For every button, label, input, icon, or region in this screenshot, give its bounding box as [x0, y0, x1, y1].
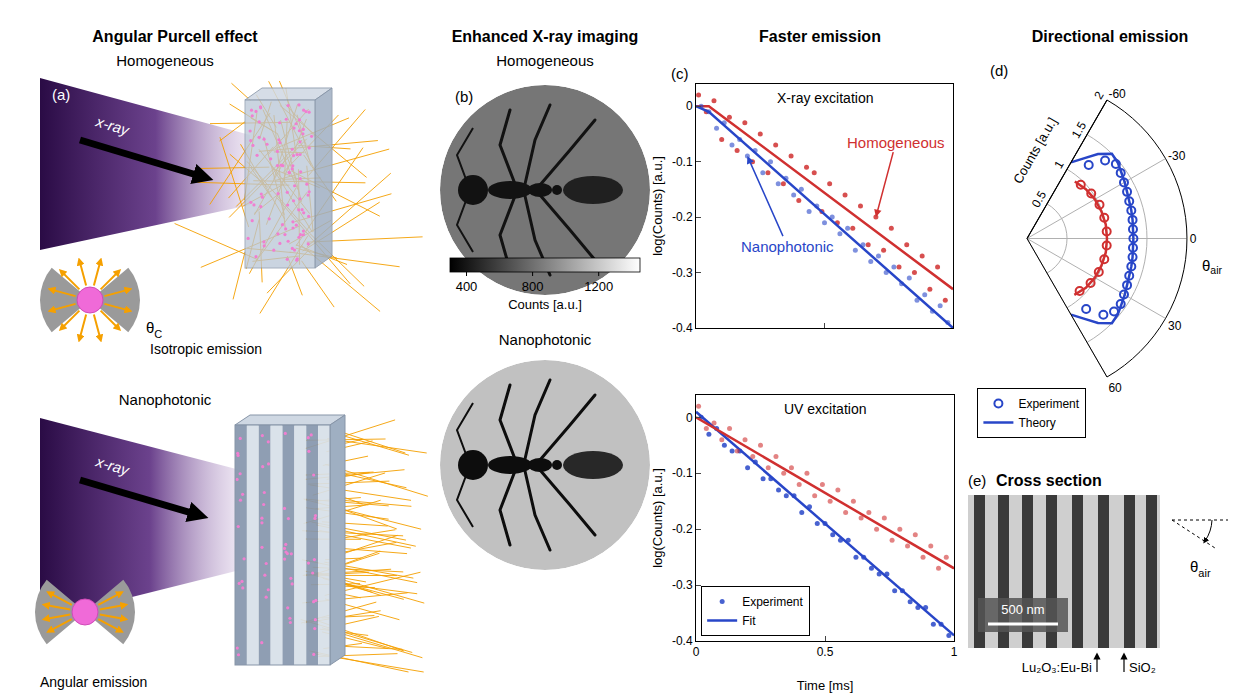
svg-text:-0.2: -0.2 — [672, 210, 693, 224]
svg-text:UV excitation: UV excitation — [784, 401, 866, 417]
svg-text:Homogeneous: Homogeneous — [496, 52, 594, 69]
svg-text:Homogeneous: Homogeneous — [116, 52, 214, 69]
svg-text:Nanophotonic: Nanophotonic — [119, 391, 212, 408]
svg-text:Cross section: Cross section — [996, 472, 1102, 489]
svg-text:0.5: 0.5 — [817, 645, 834, 659]
svg-text:400: 400 — [456, 279, 478, 294]
svg-text:0: 0 — [693, 645, 700, 659]
svg-text:Lu₂O₃:Eu-Bi: Lu₂O₃:Eu-Bi — [1022, 660, 1092, 675]
svg-text:-0.4: -0.4 — [672, 321, 693, 335]
svg-text:1: 1 — [1051, 158, 1067, 171]
svg-text:Experiment: Experiment — [742, 595, 803, 609]
svg-text:-0.1: -0.1 — [672, 155, 693, 169]
svg-text:log(Counts) [a.u.]: log(Counts) [a.u.] — [650, 156, 665, 256]
svg-text:-0.3: -0.3 — [672, 266, 693, 280]
svg-text:θC: θC — [146, 319, 162, 340]
svg-text:θair: θair — [1190, 558, 1211, 579]
svg-text:-0.4: -0.4 — [672, 634, 693, 648]
svg-text:Isotropic emission: Isotropic emission — [150, 341, 262, 357]
svg-text:Angular emission: Angular emission — [40, 674, 147, 690]
svg-text:Homogeneous: Homogeneous — [847, 134, 945, 151]
svg-text:x-ray: x-ray — [93, 112, 132, 139]
svg-text:(e): (e) — [968, 472, 986, 489]
svg-text:θ​air​: θ​air​ — [1202, 257, 1223, 276]
svg-text:log(Counts) [a.u.]: log(Counts) [a.u.] — [650, 468, 665, 568]
svg-text:Directional emission: Directional emission — [1032, 28, 1189, 45]
svg-text:(b): (b) — [455, 88, 473, 105]
svg-text:1.5: 1.5 — [1069, 119, 1090, 141]
svg-text:Faster emission: Faster emission — [759, 28, 881, 45]
svg-text:500 nm: 500 nm — [1001, 602, 1044, 617]
svg-text:0: 0 — [686, 99, 693, 113]
svg-text:Enhanced X-ray imaging: Enhanced X-ray imaging — [452, 28, 639, 45]
svg-text:Time [ms]: Time [ms] — [797, 678, 854, 693]
svg-text:SiO₂: SiO₂ — [1129, 660, 1156, 675]
svg-text:0: 0 — [686, 411, 693, 425]
svg-text:(a): (a) — [52, 86, 70, 103]
svg-text:Nanophotonic: Nanophotonic — [499, 331, 592, 348]
svg-text:60: 60 — [1108, 381, 1122, 395]
svg-text:(c): (c) — [671, 65, 689, 82]
svg-text:30: 30 — [1168, 319, 1182, 333]
svg-text:800: 800 — [522, 279, 544, 294]
svg-text:(d): (d) — [990, 62, 1008, 79]
svg-text:Theory: Theory — [1018, 416, 1055, 430]
svg-text:1200: 1200 — [584, 279, 613, 294]
svg-text:-0.3: -0.3 — [672, 578, 693, 592]
svg-text:Counts [a.u.]: Counts [a.u.] — [508, 297, 582, 312]
svg-text:x-ray: x-ray — [93, 452, 132, 479]
svg-text:-0.1: -0.1 — [672, 466, 693, 480]
svg-text:-30: -30 — [1168, 149, 1186, 163]
svg-text:0: 0 — [1190, 232, 1197, 246]
svg-text:-0.2: -0.2 — [672, 522, 693, 536]
svg-text:2: 2 — [1091, 89, 1107, 102]
svg-text:Nanophotonic: Nanophotonic — [741, 238, 834, 255]
svg-text:1: 1 — [951, 645, 958, 659]
svg-text:X-ray excitation: X-ray excitation — [777, 90, 873, 106]
svg-text:0.5: 0.5 — [1029, 188, 1050, 210]
svg-text:Angular Purcell effect: Angular Purcell effect — [92, 28, 258, 45]
svg-text:-60: -60 — [1108, 87, 1126, 101]
svg-text:Experiment: Experiment — [1018, 397, 1079, 411]
svg-text:Counts [a.u.]: Counts [a.u.] — [1010, 115, 1060, 186]
svg-text:Fit: Fit — [742, 614, 756, 628]
